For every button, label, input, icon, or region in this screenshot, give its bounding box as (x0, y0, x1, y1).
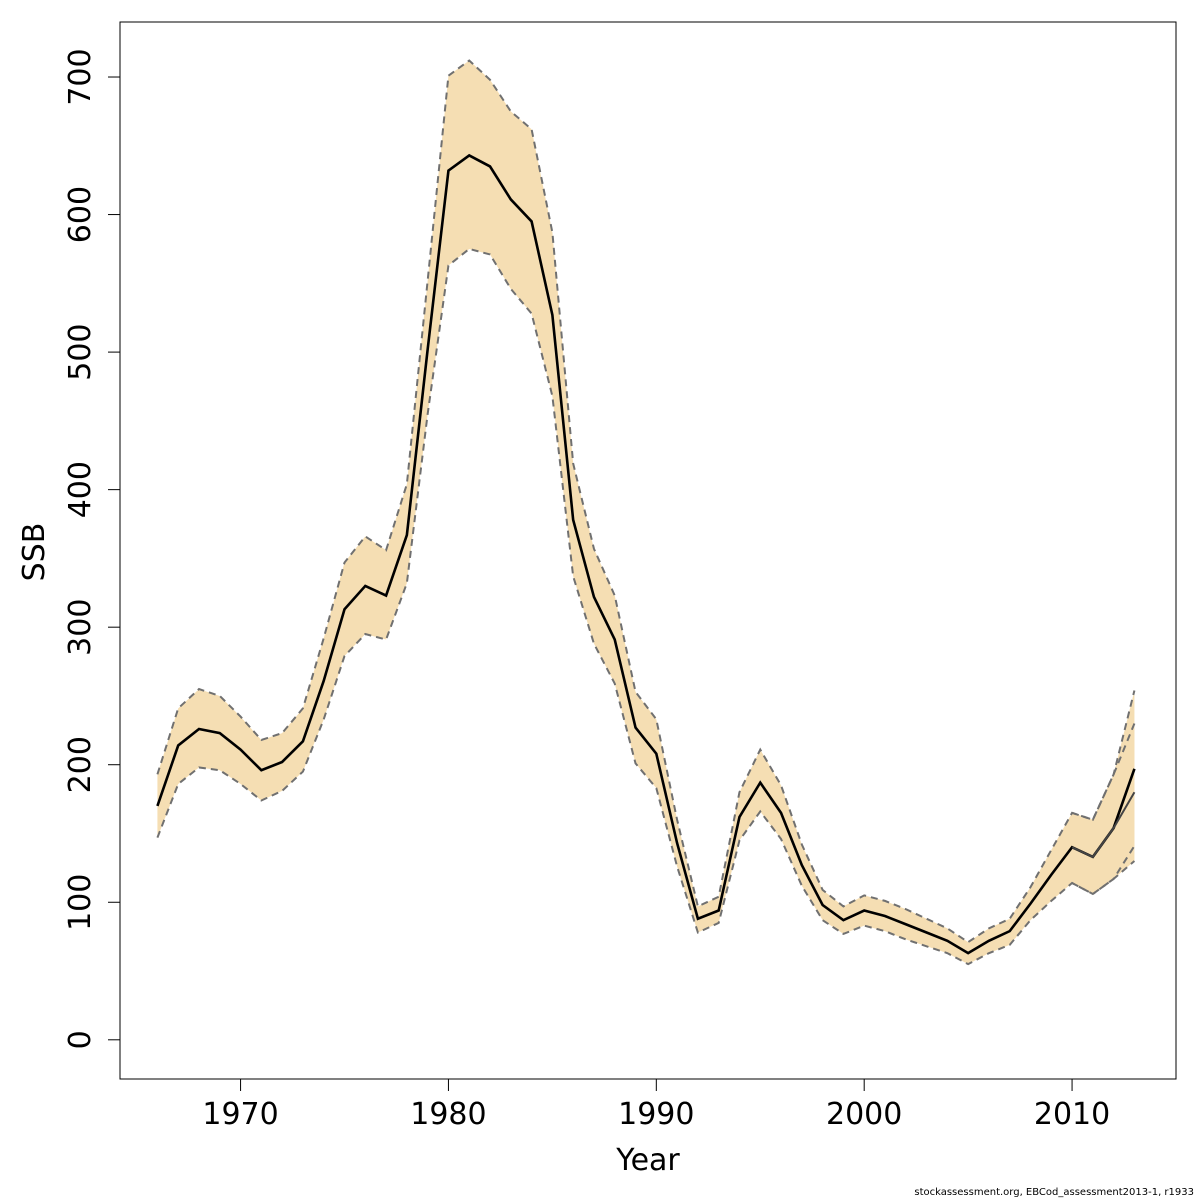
y-tick-label: 200 (63, 736, 98, 793)
upper-bound-line-estimate (156, 59, 1136, 944)
x-axis-title: Year (615, 1143, 680, 1178)
x-axis: 1970 1980 1990 2000 2010 (202, 1078, 1110, 1132)
y-tick-label: 0 (63, 1030, 98, 1049)
confidence-band-estimate (157, 60, 1135, 965)
y-tick-label: 300 (63, 599, 98, 656)
x-tick-label: 2010 (1034, 1097, 1110, 1132)
lower-bound-line-retrospective (1071, 860, 1136, 896)
ssb-line-estimate (156, 153, 1136, 955)
y-tick-label: 600 (63, 186, 98, 243)
y-axis: 0 100 200 300 400 500 600 700 (63, 48, 121, 1049)
source-credit: stockassessment.org, EBCod_assessment201… (914, 1187, 1194, 1198)
ssb-line-retrospective (1071, 791, 1136, 859)
y-tick-label: 100 (63, 874, 98, 931)
x-tick-label: 1980 (410, 1097, 486, 1132)
plot-area (156, 59, 1136, 966)
x-tick-label: 1970 (202, 1097, 278, 1132)
y-axis-title: SSB (17, 523, 52, 582)
upper-bound-line-retrospective (1071, 723, 1136, 821)
x-tick-label: 2000 (826, 1097, 902, 1132)
y-tick-label: 700 (63, 48, 98, 105)
y-tick-label: 400 (63, 461, 98, 518)
lower-bound-line-estimate (156, 247, 1136, 966)
confidence-band-retrospective (1072, 723, 1135, 895)
y-tick-label: 500 (63, 323, 98, 380)
x-tick-label: 1990 (618, 1097, 694, 1132)
